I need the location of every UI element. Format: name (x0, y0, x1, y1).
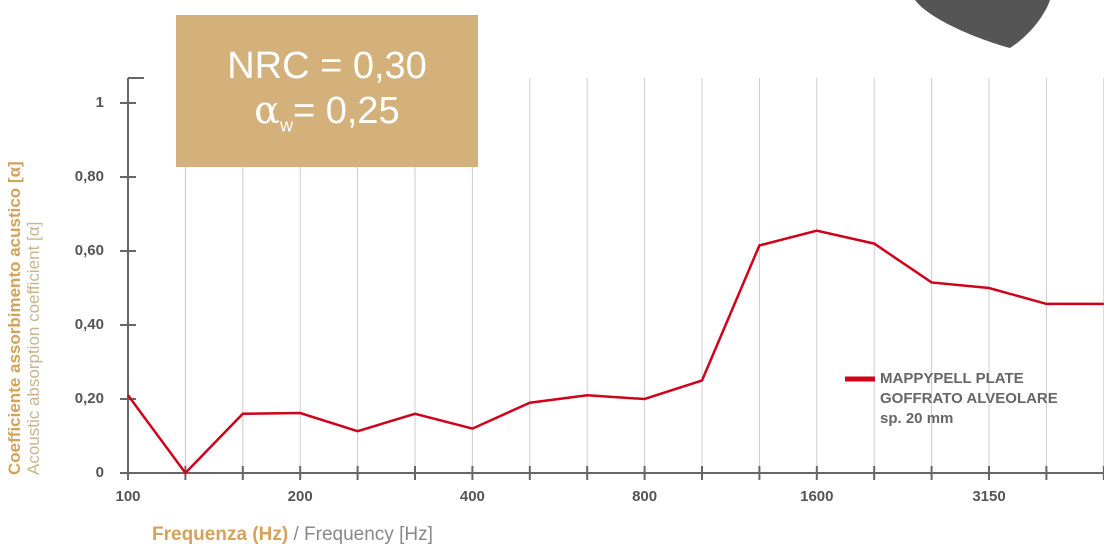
series-line (126, 229, 1104, 475)
x-tick-label: 100 (115, 488, 140, 505)
y-tick-label: 0 (96, 464, 104, 481)
y-tick-label: 1 (96, 94, 104, 111)
y-title-sub: Acoustic absorption coefficient [α] (24, 221, 43, 475)
alpha-value: = 0,25 (292, 90, 400, 132)
x-title-main: Frequenza (Hz) (152, 524, 289, 545)
x-tick-label: 400 (460, 488, 485, 505)
foam-image (915, 0, 1050, 48)
y-title: Coefficiente assorbimento acustico [α] Ac… (5, 95, 43, 475)
nrc-text: NRC = 0,30 (227, 45, 427, 87)
x-tick-label: 1600 (800, 488, 833, 505)
alpha-sub: w (279, 115, 293, 136)
alpha-line: αw= 0,25 (176, 88, 478, 137)
x-tick-label: 3150 (972, 488, 1005, 505)
x-tick-label: 800 (632, 488, 657, 505)
y-tick-label: 0,40 (75, 316, 104, 333)
x-tick-label: 200 (288, 488, 313, 505)
legend-label: MAPPYPELL PLATE GOFFRATO ALVEOLARE sp. 2… (880, 370, 1058, 427)
x-title-sub: / Frequency [Hz] (288, 524, 433, 545)
y-tick-label: 0,80 (75, 168, 104, 185)
y-tick-label: 0,20 (75, 390, 104, 407)
x-title: Frequenza (Hz) / Frequency [Hz] (152, 524, 433, 546)
alpha-symbol: α (254, 88, 280, 132)
nrc-box: NRC = 0,30 αw= 0,25 (176, 15, 478, 167)
y-tick-label: 0,60 (75, 242, 104, 259)
y-title-main: Coefficiente assorbimento acustico [α] (5, 161, 24, 475)
